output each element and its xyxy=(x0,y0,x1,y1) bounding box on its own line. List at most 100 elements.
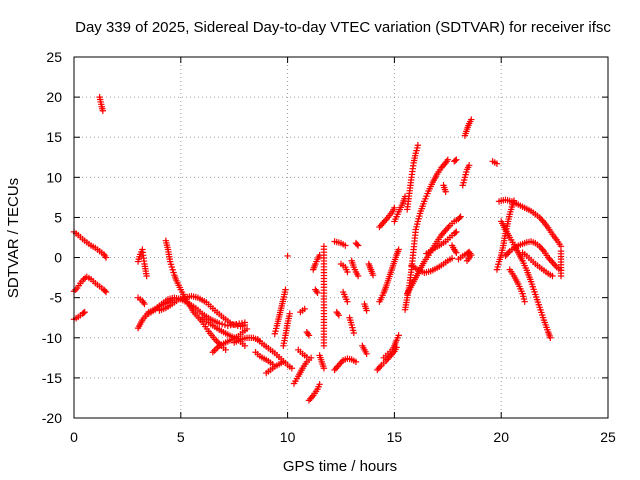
series-trace-aq xyxy=(376,204,398,231)
data-point xyxy=(344,298,351,305)
y-tick-label: -10 xyxy=(42,330,62,346)
series-trace-bj xyxy=(519,249,556,280)
data-point xyxy=(503,251,511,258)
series-trace-r xyxy=(280,310,293,349)
data-point xyxy=(307,395,314,402)
series-trace-ar xyxy=(391,193,409,225)
data-point xyxy=(80,309,87,317)
x-tick-label: 0 xyxy=(70,429,78,445)
series-trace-bh xyxy=(502,238,565,274)
y-tick-label: 5 xyxy=(54,209,62,225)
data-point xyxy=(550,260,558,268)
data-point xyxy=(212,345,220,353)
data-point xyxy=(369,272,377,279)
data-point xyxy=(505,249,512,256)
series-trace-ay xyxy=(455,248,475,264)
data-point xyxy=(539,246,546,253)
data-point xyxy=(395,332,402,339)
x-tick-label: 10 xyxy=(280,429,296,445)
series-trace-u xyxy=(297,305,308,316)
data-point xyxy=(305,332,313,339)
data-point xyxy=(143,272,150,280)
series-trace-f xyxy=(134,246,150,280)
series-trace-ab xyxy=(284,252,291,260)
series-trace-bc xyxy=(461,116,475,139)
y-axis-label: SDTVAR / TECUs xyxy=(5,178,22,298)
series-trace-v xyxy=(303,328,313,339)
data-point xyxy=(286,310,293,317)
data-point xyxy=(288,365,296,372)
data-point xyxy=(442,188,449,195)
data-point xyxy=(209,349,217,356)
data-point xyxy=(457,213,464,220)
series-trace-t xyxy=(295,346,311,361)
series-trace-w xyxy=(305,381,323,404)
series-trace-b xyxy=(70,273,110,296)
data-point xyxy=(448,255,456,262)
y-tick-label: -20 xyxy=(42,410,62,426)
data-point xyxy=(376,363,384,370)
data-point xyxy=(101,252,109,260)
series-trace-am xyxy=(365,260,377,279)
data-point xyxy=(72,286,79,293)
x-axis-label: GPS time / hours xyxy=(283,458,397,475)
data-point xyxy=(335,312,343,319)
series-trace-be xyxy=(493,197,518,273)
series-trace-s xyxy=(290,354,315,387)
data-point xyxy=(316,381,323,388)
series-trace-bi xyxy=(506,266,528,305)
series-trace-ae xyxy=(333,308,343,319)
y-tick-label: 10 xyxy=(46,169,62,185)
data-point xyxy=(304,330,312,337)
data-point xyxy=(307,354,315,362)
series-trace-ad xyxy=(337,260,351,276)
series-trace-aa xyxy=(320,243,328,349)
data-point xyxy=(376,223,383,231)
data-point xyxy=(280,358,287,366)
data-point xyxy=(301,305,308,313)
data-point xyxy=(305,397,313,404)
y-tick-label: 25 xyxy=(46,49,62,65)
data-point xyxy=(241,321,249,329)
series-trace-i xyxy=(162,237,229,354)
data-point xyxy=(552,262,559,269)
data-point xyxy=(308,393,316,401)
data-point xyxy=(363,350,370,358)
series-trace-an xyxy=(374,344,400,374)
data-point xyxy=(243,325,251,333)
series-trace-bg xyxy=(498,218,554,341)
plot-frame xyxy=(73,56,609,419)
data-point xyxy=(444,156,451,163)
data-point xyxy=(374,366,381,374)
data-point xyxy=(222,346,229,354)
data-point xyxy=(493,160,501,167)
data-point xyxy=(228,320,236,328)
series-trace-at xyxy=(404,142,422,213)
data-point xyxy=(334,363,341,370)
data-point xyxy=(218,320,226,328)
data-point xyxy=(441,228,448,236)
data-point xyxy=(453,249,460,256)
data-point xyxy=(337,360,344,367)
data-point xyxy=(314,289,321,297)
x-ticks: 0 5 10 15 20 25 xyxy=(70,57,616,445)
data-point xyxy=(379,220,386,228)
data-point xyxy=(332,365,340,372)
data-point xyxy=(445,223,452,231)
data-point xyxy=(539,217,546,224)
y-ticks: -20 -15 -10 -5 0 5 10 15 20 25 xyxy=(42,49,608,426)
data-point xyxy=(557,272,565,280)
data-point xyxy=(463,257,471,264)
series-trace-l xyxy=(209,325,251,356)
series-trace-aw xyxy=(423,228,460,257)
y-tick-label: -5 xyxy=(50,290,63,306)
data-point xyxy=(521,298,528,305)
data-point xyxy=(363,307,370,314)
series-trace-ak xyxy=(359,342,370,358)
data-point xyxy=(320,243,328,250)
data-point xyxy=(395,246,402,253)
data-point xyxy=(221,321,229,329)
data-point xyxy=(216,320,223,327)
data-point xyxy=(350,329,358,337)
data-point xyxy=(354,272,362,280)
